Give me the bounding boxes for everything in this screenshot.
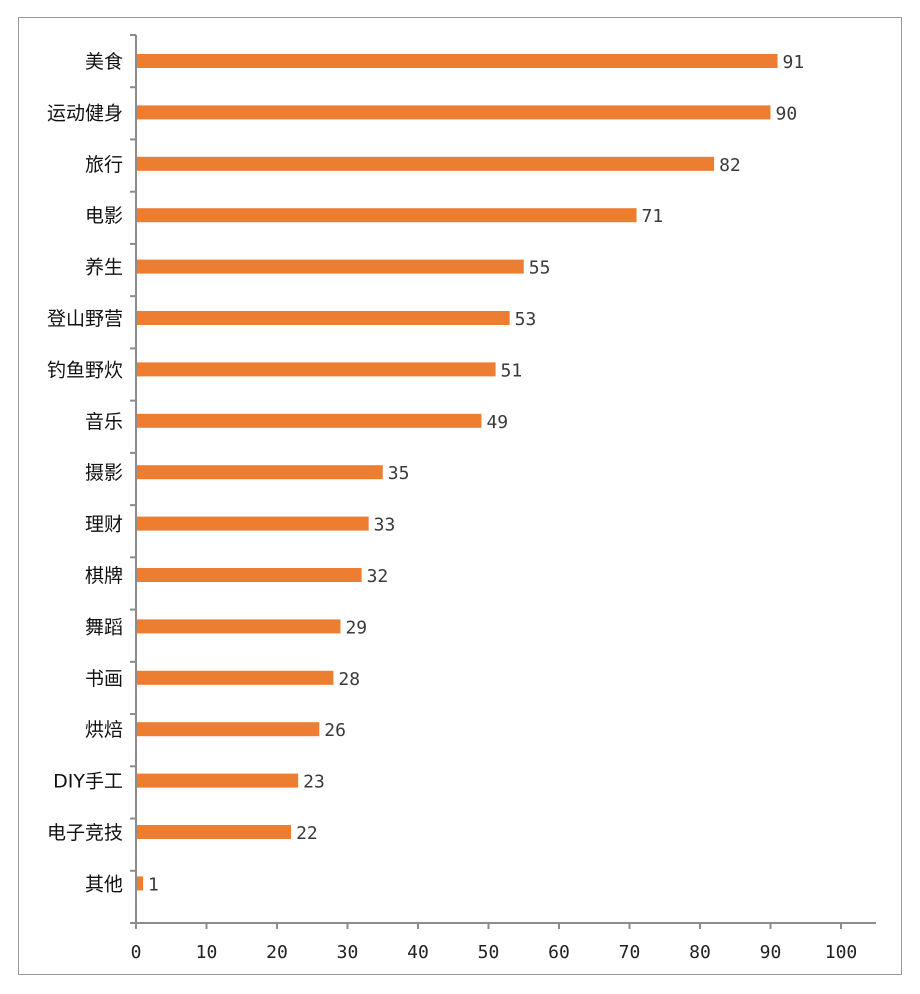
value-label: 22 (296, 823, 318, 844)
bar (136, 54, 778, 68)
category-label: 电影 (85, 205, 123, 227)
value-label: 90 (776, 103, 798, 124)
category-label: 旅行 (85, 154, 123, 176)
category-label: 烘焙 (85, 719, 123, 741)
bar (136, 362, 496, 377)
x-tick-label: 90 (760, 942, 782, 963)
value-label: 91 (783, 52, 805, 73)
category-label: 理财 (85, 514, 123, 536)
category-label: 运动健身 (47, 102, 123, 124)
x-tick-label: 100 (825, 942, 858, 963)
x-tick-label: 30 (337, 942, 359, 963)
bar (136, 670, 334, 685)
bar (136, 105, 771, 120)
value-label: 51 (501, 360, 523, 381)
category-label: 登山野营 (47, 308, 123, 330)
category-label: 舞蹈 (85, 616, 123, 638)
category-label: 摄影 (85, 462, 123, 484)
bar (136, 259, 524, 274)
chart-frame (18, 17, 902, 975)
category-label: 棋牌 (85, 565, 123, 587)
bar (136, 619, 341, 634)
x-tick-label: 40 (407, 942, 429, 963)
category-label: 其他 (85, 873, 123, 895)
bar (136, 825, 292, 839)
value-label: 29 (345, 617, 367, 638)
bar (136, 876, 144, 891)
bar (136, 568, 362, 582)
category-label: DIY手工 (53, 771, 123, 793)
value-label: 26 (324, 720, 346, 741)
x-tick-label: 50 (478, 942, 500, 963)
x-tick-label: 10 (196, 942, 218, 963)
category-label: 电子竞技 (47, 822, 123, 844)
bar (136, 156, 715, 171)
category-label: 美食 (85, 51, 123, 73)
axes-group (130, 34, 876, 929)
value-label: 71 (642, 206, 664, 227)
value-label: 1 (148, 874, 159, 895)
bars-group (136, 54, 778, 891)
value-label: 55 (529, 258, 551, 279)
bar (136, 722, 320, 737)
category-label: 书画 (85, 668, 123, 690)
x-tick-label: 20 (266, 942, 288, 963)
bar (136, 773, 299, 788)
value-label: 33 (374, 515, 396, 536)
x-tick-label: 80 (689, 942, 711, 963)
bar (136, 413, 482, 428)
x-tick-label: 70 (619, 942, 641, 963)
value-label: 23 (303, 772, 325, 793)
value-label: 28 (338, 669, 360, 690)
bar (136, 311, 510, 325)
category-label: 养生 (85, 257, 123, 279)
bar (136, 516, 369, 531)
value-label: 82 (719, 155, 741, 176)
category-label: 钓鱼野炊 (47, 359, 123, 381)
bar (136, 208, 637, 223)
x-tick-label: 60 (548, 942, 570, 963)
category-label: 音乐 (85, 411, 123, 433)
labels-group: 0 10 20 30 40 50 60 70 80 90 100 美食 91 运动健身 90 旅行 82 电影 71… (47, 51, 857, 963)
value-label: 53 (515, 309, 537, 330)
x-tick-label: 0 (131, 942, 142, 963)
bar (136, 465, 383, 480)
value-label: 32 (367, 566, 389, 587)
value-label: 35 (388, 463, 410, 484)
value-label: 49 (486, 412, 508, 433)
